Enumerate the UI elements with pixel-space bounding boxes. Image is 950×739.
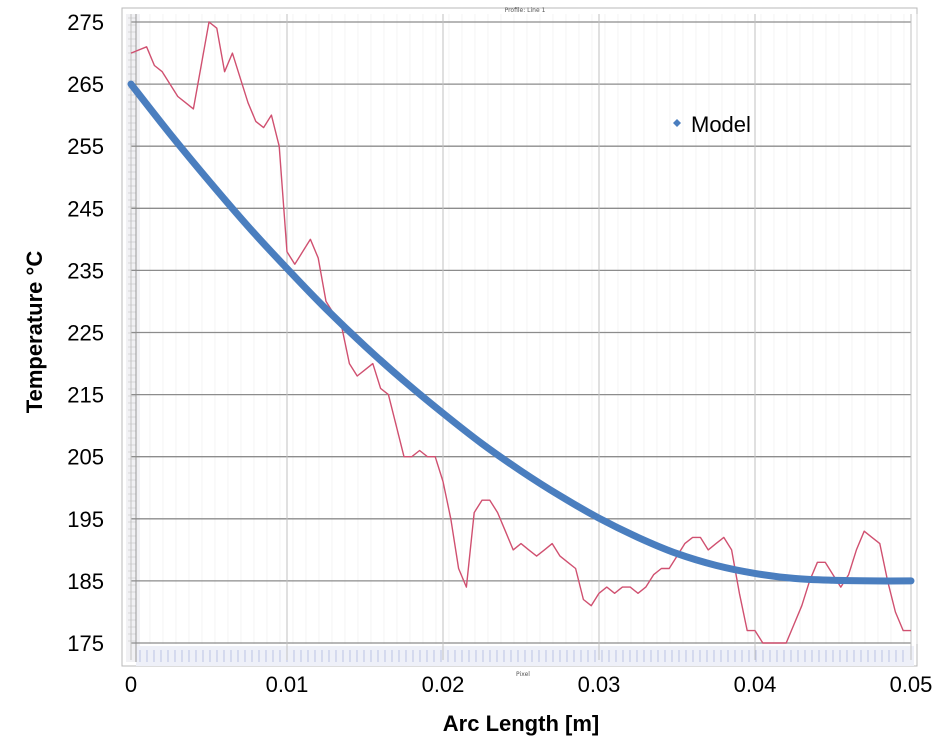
y-tick-label: 205	[67, 445, 104, 470]
embedded-plot-xlabel: Pixel	[516, 671, 530, 678]
y-tick-label: 235	[67, 258, 104, 283]
x-tick-label: 0.03	[578, 672, 621, 697]
x-axis-title: Arc Length [m]	[443, 711, 599, 736]
x-tick-label: 0.02	[422, 672, 465, 697]
y-tick-label: 225	[67, 321, 104, 346]
embedded-plot-title: Profile: Line 1	[505, 7, 546, 14]
y-tick-label: 245	[67, 196, 104, 221]
y-tick-label: 185	[67, 569, 104, 594]
y-tick-label: 175	[67, 631, 104, 656]
legend-model-label: Model	[691, 112, 751, 137]
y-tick-label: 215	[67, 383, 104, 408]
y-tick-label: 255	[67, 134, 104, 159]
y-axis-title: Temperature °C	[22, 251, 47, 414]
x-tick-label: 0.04	[734, 672, 777, 697]
x-tick-label: 0.05	[890, 672, 933, 697]
x-tick-label: 0	[125, 672, 137, 697]
y-tick-label: 275	[67, 10, 104, 35]
y-axis-tick-labels: 175 185 195 205 215 225 235 245 255 265 275	[67, 10, 104, 656]
x-tick-label: 0.01	[266, 672, 309, 697]
y-tick-label: 195	[67, 507, 104, 532]
embedded-y-strip	[126, 14, 140, 662]
embedded-profile-plot-frame	[122, 8, 917, 666]
y-tick-label: 265	[67, 72, 104, 97]
